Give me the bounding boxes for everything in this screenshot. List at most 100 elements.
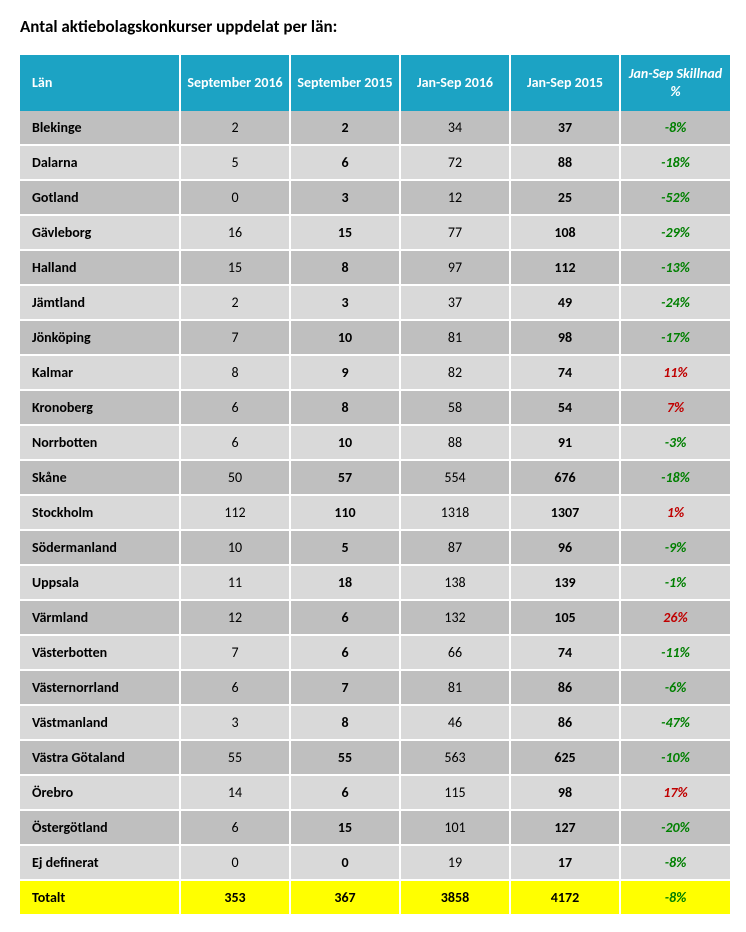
cell-sep15: 18 [290,565,400,600]
cell-js16: 132 [400,600,510,635]
cell-js15: 625 [510,740,620,775]
cell-sep15: 3 [290,180,400,215]
table-row: Västernorrland678186-6% [20,670,730,705]
cell-js15: 54 [510,390,620,425]
cell-js15: 127 [510,810,620,845]
cell-sep16: 7 [180,320,290,355]
cell-lan: Jönköping [20,320,180,355]
cell-lan: Värmland [20,600,180,635]
cell-sep16: 6 [180,425,290,460]
table-row: Skåne5057554676-18% [20,460,730,495]
cell-js15: 49 [510,285,620,320]
cell-lan: Totalt [20,880,180,915]
cell-sep16: 14 [180,775,290,810]
cell-diff: 11% [620,355,730,390]
table-row: Stockholm112110131813071% [20,495,730,530]
cell-diff: -6% [620,670,730,705]
cell-js15: 108 [510,215,620,250]
cell-js16: 97 [400,250,510,285]
cell-sep15: 5 [290,530,400,565]
cell-diff: -1% [620,565,730,600]
table-row: Västmanland384686-47% [20,705,730,740]
table-row: Gotland031225-52% [20,180,730,215]
cell-lan: Kalmar [20,355,180,390]
cell-diff: -20% [620,810,730,845]
cell-diff: -29% [620,215,730,250]
cell-sep16: 2 [180,285,290,320]
cell-sep15: 6 [290,775,400,810]
table-row: Blekinge223437-8% [20,111,730,145]
cell-diff: 1% [620,495,730,530]
cell-sep15: 6 [290,635,400,670]
cell-sep15: 3 [290,285,400,320]
cell-sep16: 16 [180,215,290,250]
col-jansep-2015: Jan-Sep 2015 [510,55,620,111]
cell-sep16: 2 [180,111,290,145]
col-lan: Län [20,55,180,111]
cell-sep15: 8 [290,390,400,425]
cell-js16: 82 [400,355,510,390]
cell-sep16: 55 [180,740,290,775]
table-row: Södermanland1058796-9% [20,530,730,565]
cell-diff: -52% [620,180,730,215]
table-row: Örebro1461159817% [20,775,730,810]
cell-js16: 87 [400,530,510,565]
cell-sep16: 112 [180,495,290,530]
table-row: Uppsala1118138139-1% [20,565,730,600]
cell-sep15: 10 [290,320,400,355]
cell-js16: 1318 [400,495,510,530]
cell-js16: 46 [400,705,510,740]
cell-lan: Västmanland [20,705,180,740]
cell-sep16: 12 [180,600,290,635]
table-row: Kronoberg6858547% [20,390,730,425]
cell-diff: -10% [620,740,730,775]
cell-js15: 96 [510,530,620,565]
cell-diff: -8% [620,880,730,915]
cell-js16: 138 [400,565,510,600]
cell-lan: Halland [20,250,180,285]
cell-diff: -3% [620,425,730,460]
table-row: Gävleborg161577108-29% [20,215,730,250]
cell-diff: -13% [620,250,730,285]
col-sep-2015: September 2015 [290,55,400,111]
cell-diff: -8% [620,111,730,145]
cell-js16: 88 [400,425,510,460]
cell-js16: 37 [400,285,510,320]
cell-lan: Västernorrland [20,670,180,705]
table-row: Halland15897112-13% [20,250,730,285]
table-body: Blekinge223437-8%Dalarna567288-18%Gotlan… [20,111,730,915]
cell-lan: Jämtland [20,285,180,320]
cell-sep15: 15 [290,215,400,250]
cell-js15: 91 [510,425,620,460]
cell-js15: 98 [510,775,620,810]
cell-sep16: 50 [180,460,290,495]
cell-sep16: 6 [180,810,290,845]
cell-diff: 26% [620,600,730,635]
cell-sep15: 8 [290,250,400,285]
table-total-row: Totalt35336738584172-8% [20,880,730,915]
cell-sep15: 367 [290,880,400,915]
table-row: Värmland12613210526% [20,600,730,635]
cell-js15: 88 [510,145,620,180]
cell-diff: -9% [620,530,730,565]
cell-js16: 563 [400,740,510,775]
table-row: Kalmar89827411% [20,355,730,390]
cell-lan: Västerbotten [20,635,180,670]
cell-diff: -18% [620,145,730,180]
cell-js16: 12 [400,180,510,215]
table-row: Jönköping7108198-17% [20,320,730,355]
cell-sep15: 6 [290,145,400,180]
table-row: Jämtland233749-24% [20,285,730,320]
cell-sep16: 353 [180,880,290,915]
cell-diff: -18% [620,460,730,495]
cell-lan: Ej definerat [20,845,180,880]
cell-sep15: 15 [290,810,400,845]
cell-sep16: 6 [180,670,290,705]
cell-js16: 81 [400,670,510,705]
col-jansep-2016: Jan-Sep 2016 [400,55,510,111]
cell-sep15: 0 [290,845,400,880]
cell-sep16: 6 [180,390,290,425]
cell-diff: -17% [620,320,730,355]
cell-sep16: 3 [180,705,290,740]
cell-js16: 101 [400,810,510,845]
